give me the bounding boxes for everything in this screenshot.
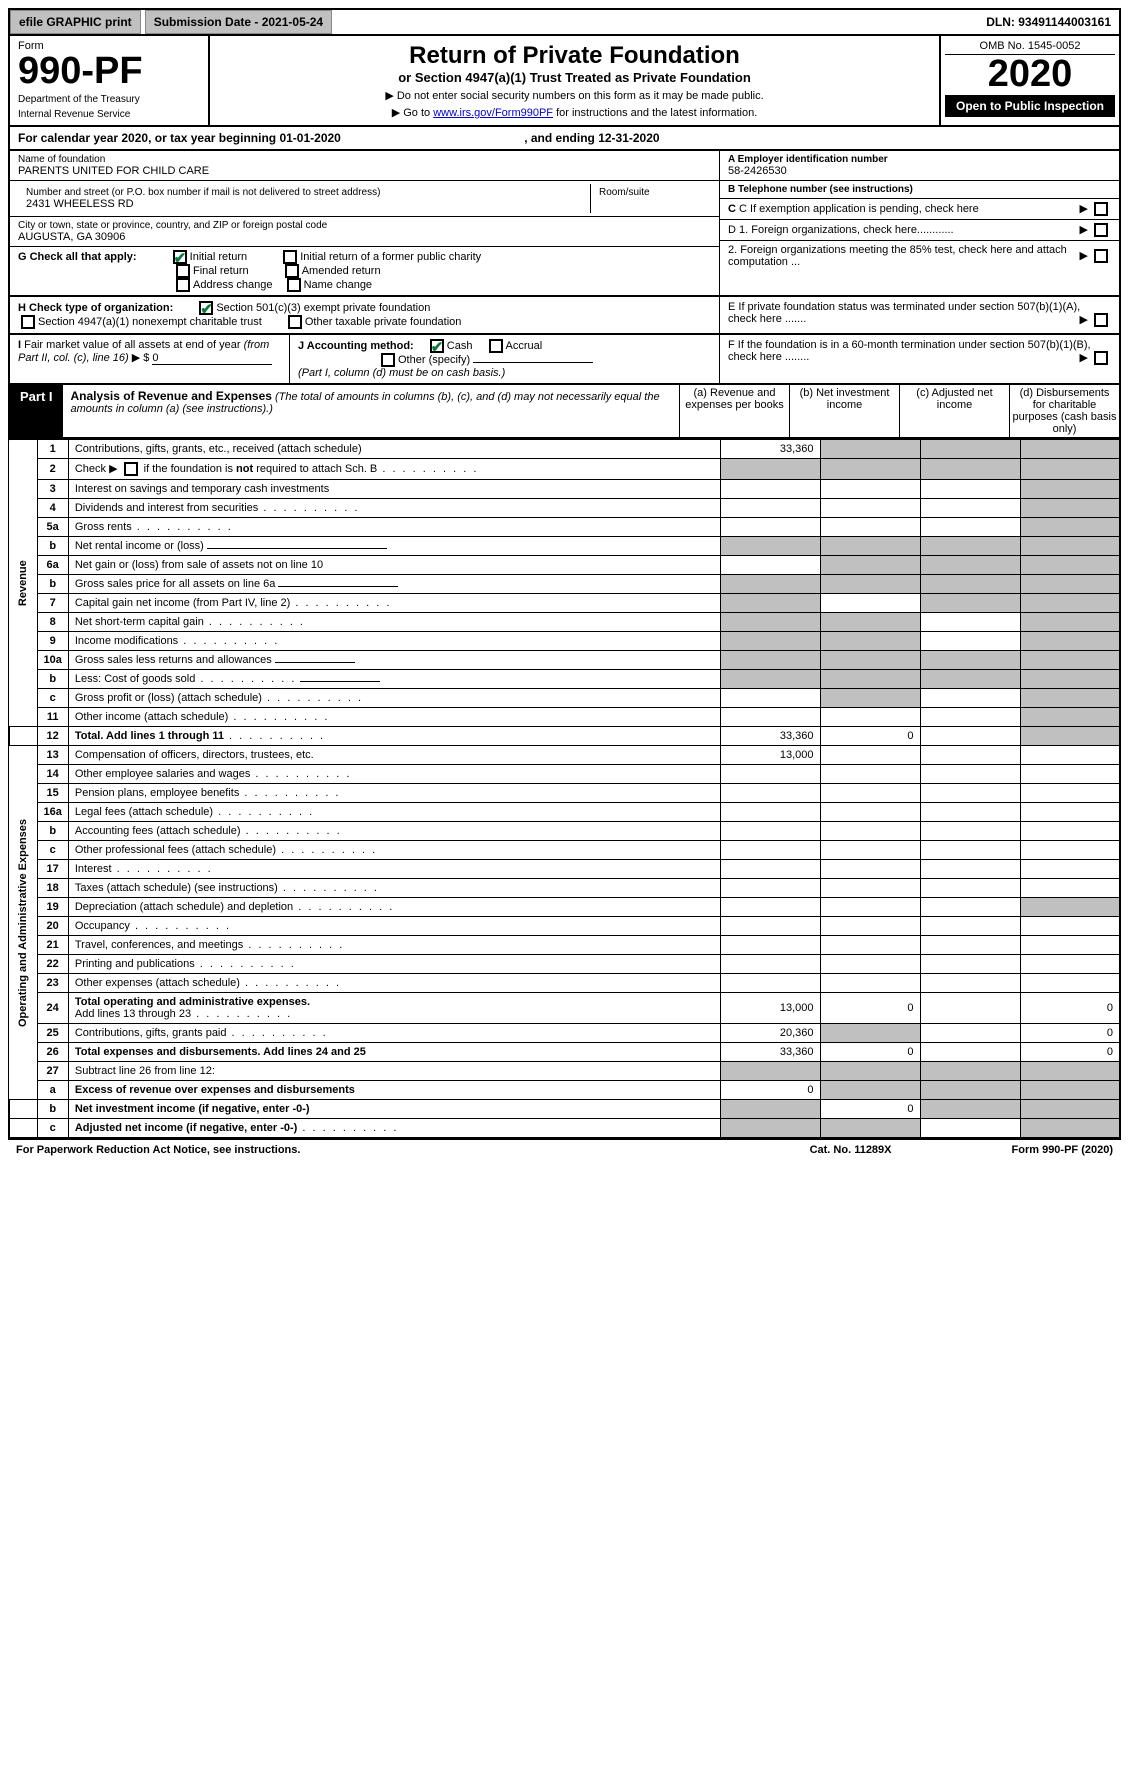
part1-title: Analysis of Revenue and Expenses: [71, 389, 272, 403]
chk-addr-change[interactable]: [176, 278, 190, 292]
note-ssn: ▶ Do not enter social security numbers o…: [218, 89, 931, 102]
col-d-hdr: (d) Disbursements for charitable purpose…: [1009, 385, 1119, 437]
tel-label: B Telephone number (see instructions): [728, 184, 913, 195]
col-c-hdr: (c) Adjusted net income: [899, 385, 1009, 437]
submission-date: Submission Date - 2021-05-24: [145, 10, 332, 34]
chk-4947[interactable]: [21, 315, 35, 329]
d1-label: D 1. Foreign organizations, check here..…: [728, 224, 1079, 236]
room-label: Room/suite: [599, 187, 703, 198]
f-label: F If the foundation is in a 60-month ter…: [728, 339, 1091, 363]
chk-cash[interactable]: [430, 339, 444, 353]
note-goto-pre: ▶ Go to: [392, 107, 433, 119]
note-goto-post: for instructions and the latest informat…: [553, 107, 757, 119]
chk-accrual[interactable]: [489, 339, 503, 353]
paperwork-notice: For Paperwork Reduction Act Notice, see …: [16, 1144, 300, 1156]
top-bar: efile GRAPHIC print Submission Date - 20…: [8, 8, 1121, 36]
form-ref: Form 990-PF (2020): [1012, 1144, 1113, 1156]
irs-link[interactable]: www.irs.gov/Form990PF: [433, 107, 553, 119]
part1-tag: Part I: [10, 385, 63, 437]
e-label: E If private foundation status was termi…: [728, 301, 1080, 325]
cat-no: Cat. No. 11289X: [810, 1144, 892, 1156]
part1-header: Part I Analysis of Revenue and Expenses …: [8, 385, 1121, 439]
form-header: Form 990-PF Department of the Treasury I…: [8, 36, 1121, 127]
part1-table: Revenue 1Contributions, gifts, grants, e…: [8, 439, 1121, 1139]
city: AUGUSTA, GA 30906: [18, 231, 711, 243]
g-section: G Check all that apply: Initial return I…: [18, 250, 711, 292]
fmv-value: 0: [152, 352, 272, 365]
chk-d2[interactable]: [1094, 249, 1108, 263]
address: 2431 WHEELESS RD: [26, 198, 582, 210]
col-b-hdr: (b) Net investment income: [789, 385, 899, 437]
chk-501c3[interactable]: [199, 301, 213, 315]
chk-name-change[interactable]: [287, 278, 301, 292]
chk-schb[interactable]: [124, 462, 138, 476]
name-label: Name of foundation: [18, 154, 711, 165]
foundation-name: PARENTS UNITED FOR CHILD CARE: [18, 165, 711, 177]
form-number: 990-PF: [18, 52, 200, 90]
revenue-sidelabel: Revenue: [9, 440, 37, 727]
page-footer: For Paperwork Reduction Act Notice, see …: [8, 1139, 1121, 1160]
dept-treasury: Department of the Treasury: [18, 94, 200, 105]
calendar-year-row: For calendar year 2020, or tax year begi…: [8, 127, 1121, 151]
ein-label: A Employer identification number: [728, 154, 888, 165]
h-section: H Check type of organization: Section 50…: [8, 297, 1121, 335]
expenses-sidelabel: Operating and Administrative Expenses: [9, 746, 37, 1100]
tax-year: 2020: [945, 55, 1115, 93]
chk-initial[interactable]: [173, 250, 187, 264]
chk-f[interactable]: [1094, 351, 1108, 365]
chk-amended[interactable]: [285, 264, 299, 278]
chk-other-method[interactable]: [381, 353, 395, 367]
dln: DLN: 93491144003161: [978, 11, 1119, 33]
i-section: I Fair market value of all assets at end…: [8, 335, 1121, 385]
chk-initial-former[interactable]: [283, 250, 297, 264]
chk-d1[interactable]: [1094, 223, 1108, 237]
form-subtitle: or Section 4947(a)(1) Trust Treated as P…: [218, 70, 931, 85]
chk-other-tax[interactable]: [288, 315, 302, 329]
chk-c[interactable]: [1094, 202, 1108, 216]
chk-final[interactable]: [176, 264, 190, 278]
d2-label: 2. Foreign organizations meeting the 85%…: [728, 244, 1079, 268]
ein: 58-2426530: [728, 165, 888, 177]
chk-e[interactable]: [1094, 313, 1108, 327]
info-section: Name of foundation PARENTS UNITED FOR CH…: [8, 151, 1121, 297]
cash-basis-note: (Part I, column (d) must be on cash basi…: [298, 367, 505, 379]
addr-label: Number and street (or P.O. box number if…: [26, 187, 582, 198]
city-label: City or town, state or province, country…: [18, 220, 711, 231]
c-label: C C If exemption application is pending,…: [728, 203, 1079, 215]
open-public: Open to Public Inspection: [945, 95, 1115, 117]
col-a-hdr: (a) Revenue and expenses per books: [679, 385, 789, 437]
form-title: Return of Private Foundation: [218, 42, 931, 70]
irs-label: Internal Revenue Service: [18, 109, 200, 120]
efile-print-button[interactable]: efile GRAPHIC print: [10, 10, 141, 34]
